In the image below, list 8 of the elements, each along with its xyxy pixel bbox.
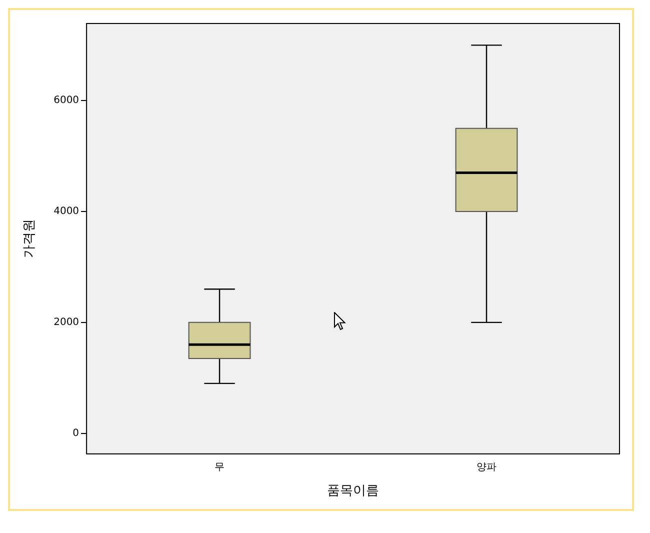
y-tick-label: 4000 (54, 206, 80, 218)
x-axis-title: 품목이름 (327, 484, 380, 499)
x-tick-label: 양파 (476, 462, 497, 473)
x-tick-label: 무 (214, 462, 225, 473)
y-tick-label: 2000 (54, 317, 80, 328)
y-tick-label: 0 (72, 428, 80, 439)
y-tick-label: 6000 (54, 95, 80, 106)
y-axis-title: 가격원 (22, 219, 38, 258)
